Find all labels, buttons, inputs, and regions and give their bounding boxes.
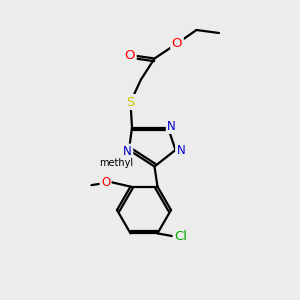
Text: S: S	[126, 95, 135, 109]
Text: O: O	[101, 176, 110, 189]
Text: O: O	[172, 37, 182, 50]
Text: N: N	[123, 145, 132, 158]
Text: O: O	[125, 49, 135, 62]
Text: methyl: methyl	[99, 158, 134, 168]
Text: N: N	[176, 143, 185, 157]
Text: Cl: Cl	[174, 230, 187, 243]
Text: N: N	[167, 119, 176, 133]
